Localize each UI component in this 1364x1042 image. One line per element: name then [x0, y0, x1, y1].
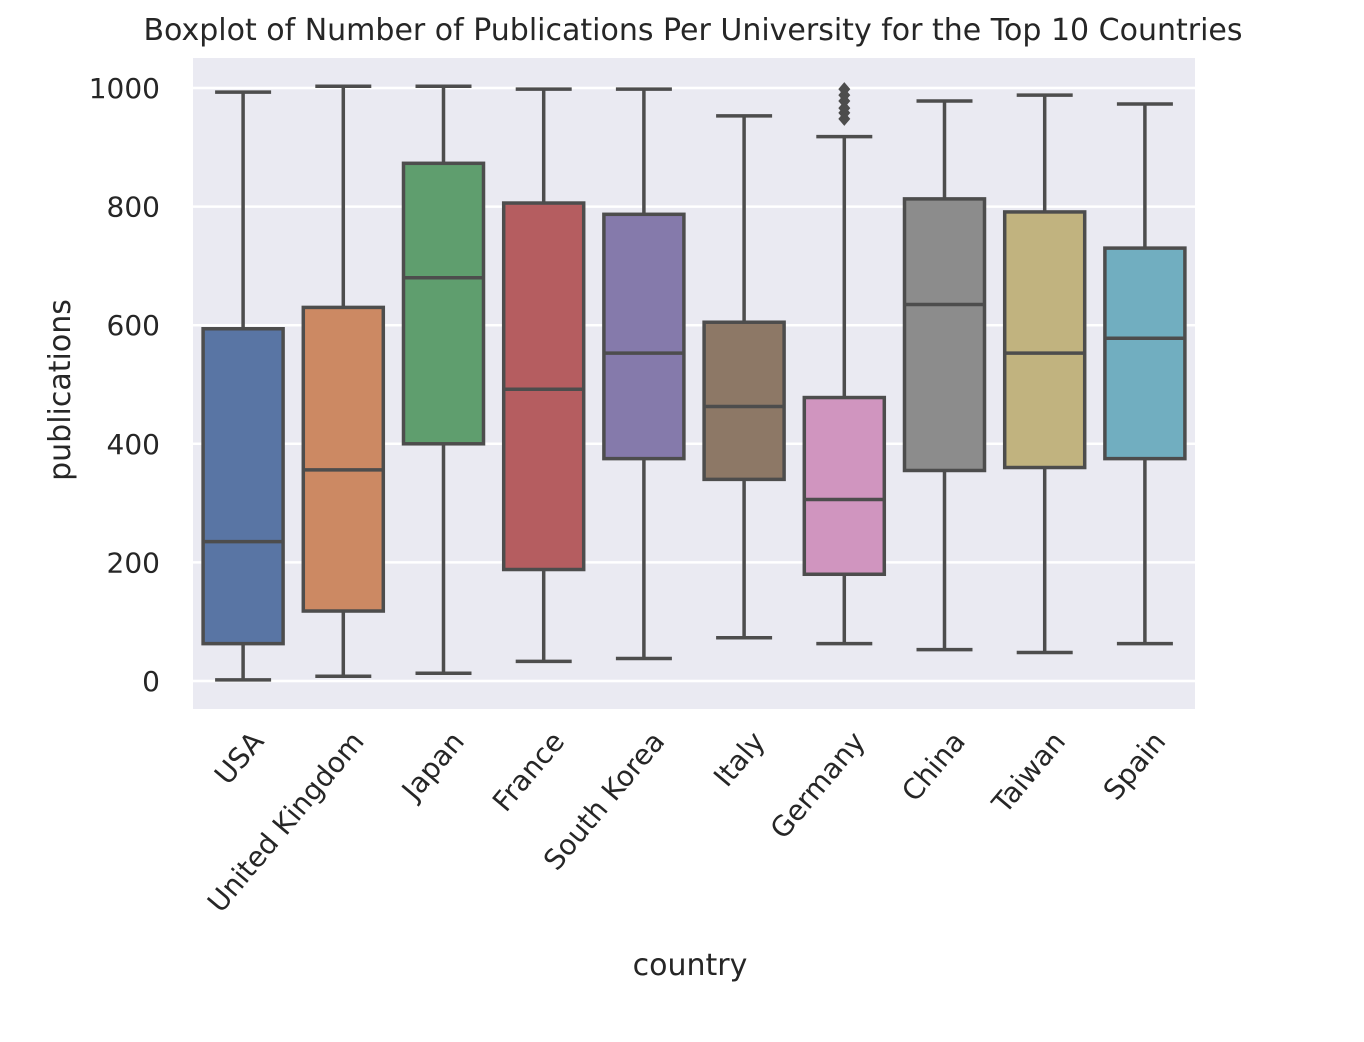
x-tick-label: USA	[208, 725, 271, 791]
y-tick-label: 600	[107, 309, 160, 342]
box-china	[902, 99, 987, 652]
iqr-box	[702, 320, 786, 482]
y-tick-label: 200	[107, 546, 160, 579]
iqr-box	[602, 212, 686, 461]
y-tick-label: 800	[107, 191, 160, 224]
y-tick-label: 1000	[89, 72, 160, 105]
box-japan	[401, 84, 486, 676]
chart-title: Boxplot of Number of Publications Per Un…	[143, 13, 1242, 48]
box-south-korea	[602, 87, 686, 661]
y-tick-labels: 0 200 400 600 800 1000	[89, 72, 160, 698]
y-tick-label: 0	[142, 665, 160, 698]
x-tick-label: France	[486, 725, 571, 818]
box-usa	[201, 90, 285, 682]
x-tick-label: Spain	[1097, 725, 1173, 806]
y-tick-label: 400	[107, 428, 160, 461]
boxes	[201, 82, 1187, 682]
iqr-box	[802, 395, 887, 577]
iqr-box	[1002, 210, 1087, 470]
iqr-box	[501, 201, 586, 572]
x-tick-label: Japan	[394, 725, 471, 808]
iqr-box	[201, 327, 285, 646]
outlier-point	[838, 101, 851, 116]
box-united-kingdom	[301, 84, 386, 679]
box-germany	[802, 82, 887, 646]
x-tick-label: China	[895, 725, 972, 807]
x-tick-label: Italy	[707, 725, 771, 793]
box-italy	[702, 114, 786, 640]
box-taiwan	[1002, 93, 1087, 655]
x-tick-label: Taiwan	[985, 725, 1072, 820]
iqr-box	[401, 161, 486, 446]
box-france	[501, 87, 586, 664]
x-axis-label: country	[633, 948, 748, 983]
box-spain	[1103, 102, 1187, 646]
iqr-box	[902, 197, 987, 473]
outlier-point	[838, 82, 851, 97]
y-axis-label: publications	[43, 299, 78, 481]
iqr-box	[301, 305, 386, 613]
iqr-box	[1103, 246, 1187, 461]
x-tick-label: Germany	[764, 725, 872, 845]
